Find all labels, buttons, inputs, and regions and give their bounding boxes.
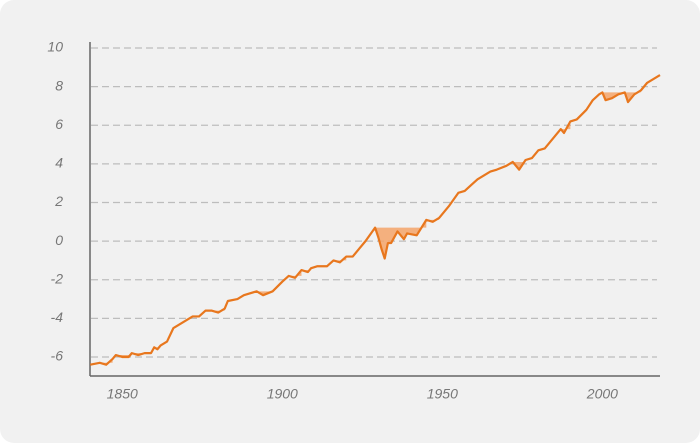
line [89, 74, 661, 366]
y-tick-label: -2 [51, 270, 64, 286]
x-tick-label: 1850 [107, 386, 138, 402]
x-tick-label: 1900 [267, 386, 298, 402]
y-tick-label: 6 [55, 116, 63, 132]
y-tick-label: -4 [51, 309, 64, 325]
y-tick-label: 0 [55, 232, 63, 248]
y-tick-label: 4 [55, 155, 63, 171]
drawdown-area [375, 219, 427, 259]
y-tick-label: 8 [55, 77, 63, 93]
drawdown-area [512, 160, 526, 170]
y-tick-label: 10 [47, 39, 63, 55]
drawdown-area [624, 90, 641, 103]
x-tick-label: 1950 [427, 386, 458, 402]
y-tick-label: 2 [54, 193, 63, 209]
x-tick-label: 2000 [586, 386, 618, 402]
drawdown-area [560, 121, 571, 133]
y-tick-label: -6 [51, 348, 64, 364]
